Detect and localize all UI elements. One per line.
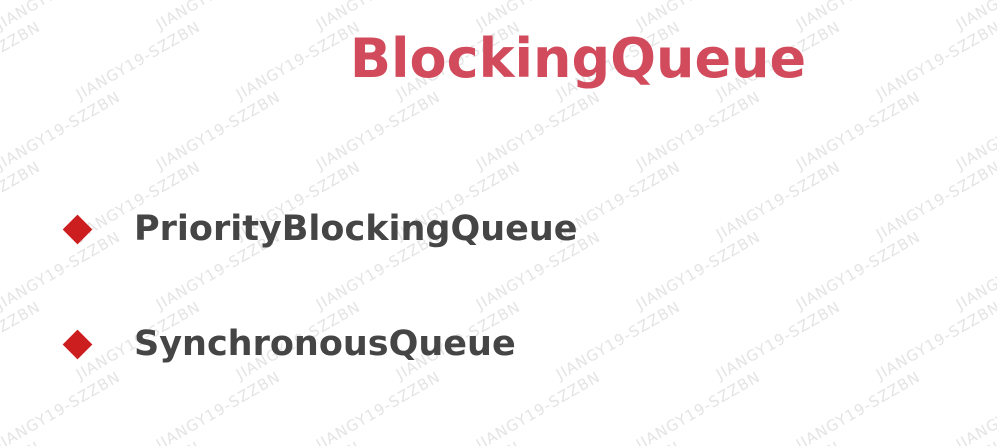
watermark-text: JIANGY19-SZZBN: [312, 368, 444, 446]
slide-title: BlockingQueue: [349, 27, 807, 90]
watermark-text: JIANGY19-SZZBN: [792, 228, 924, 314]
bullet-text: SynchronousQueue: [134, 324, 516, 364]
watermark-text: JIANGY19-SZZBN: [152, 88, 284, 174]
watermark-text: JIANGY19-SZZBN: [872, 158, 997, 244]
bullet-diamond: [62, 214, 93, 244]
watermark-text: JIANGY19-SZZBN: [312, 88, 444, 174]
watermark-text: JIANGY19-SZZBN: [872, 298, 997, 384]
watermark-text: JIANGY19-SZZBN: [792, 88, 924, 174]
bullet-text: PriorityBlockingQueue: [134, 209, 578, 249]
bullet-item: PriorityBlockingQueue: [62, 204, 578, 254]
watermark-text: JIANGY19-SZZBN: [552, 298, 684, 384]
watermark-text: JIANGY19-SZZBN: [952, 368, 997, 446]
watermark-text: JIANGY19-SZZBN: [0, 88, 124, 174]
watermark-text: JIANGY19-SZZBN: [472, 88, 604, 174]
watermark-text: JIANGY19-SZZBN: [72, 18, 204, 104]
watermark-text: JIANGY19-SZZBN: [792, 368, 924, 446]
watermark-text: JIANGY19-SZZBN: [632, 368, 764, 446]
watermark-text: JIANGY19-SZZBN: [712, 298, 844, 384]
watermark-text: JIANGY19-SZZBN: [472, 368, 604, 446]
watermark-text: JIANGY19-SZZBN: [152, 368, 284, 446]
watermark-text: JIANGY19-SZZBN: [632, 228, 764, 314]
bullet-item: SynchronousQueue: [62, 319, 516, 369]
watermark-text: JIANGY19-SZZBN: [0, 368, 124, 446]
watermark-text: JIANGY19-SZZBN: [712, 158, 844, 244]
bullet-diamond: [62, 329, 93, 359]
watermark-text: JIANGY19-SZZBN: [632, 88, 764, 174]
